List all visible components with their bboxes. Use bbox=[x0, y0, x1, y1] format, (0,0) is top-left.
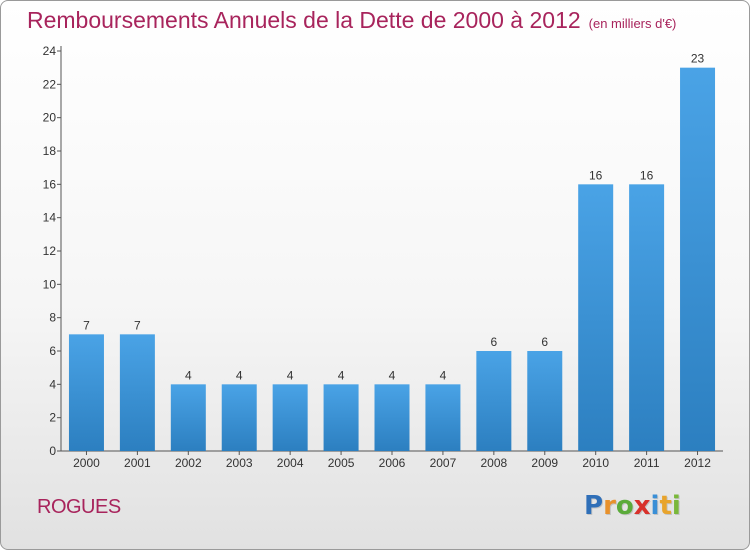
x-tick-label: 2004 bbox=[277, 456, 304, 470]
x-tick-label: 2002 bbox=[175, 456, 202, 470]
y-tick-label: 12 bbox=[43, 244, 57, 258]
bar-value-label: 4 bbox=[236, 368, 243, 382]
y-tick-label: 14 bbox=[43, 211, 57, 225]
bar bbox=[170, 384, 206, 451]
bar-value-label: 4 bbox=[338, 368, 345, 382]
bar bbox=[578, 184, 614, 452]
proxiti-logo[interactable]: Proxiti bbox=[584, 491, 681, 521]
bar-value-label: 6 bbox=[541, 335, 548, 349]
bar bbox=[221, 384, 257, 451]
x-tick-label: 2008 bbox=[480, 456, 507, 470]
logo-letter: i bbox=[650, 491, 660, 521]
x-tick-label: 2012 bbox=[684, 456, 711, 470]
bar-value-label: 6 bbox=[491, 335, 498, 349]
x-tick-label: 2003 bbox=[226, 456, 253, 470]
logo-letter: r bbox=[603, 491, 616, 521]
x-tick-label: 2009 bbox=[531, 456, 558, 470]
bar bbox=[272, 384, 308, 451]
bar-value-label: 4 bbox=[287, 368, 294, 382]
x-tick-label: 2005 bbox=[328, 456, 355, 470]
logo-letter: i bbox=[671, 491, 681, 521]
y-tick-label: 6 bbox=[49, 344, 56, 358]
x-tick-label: 2007 bbox=[430, 456, 457, 470]
x-tick-label: 2006 bbox=[379, 456, 406, 470]
bar bbox=[374, 384, 410, 451]
logo-letter: o bbox=[615, 491, 634, 521]
bar-value-label: 4 bbox=[389, 368, 396, 382]
title-text: Remboursements Annuels de la Dette de 20… bbox=[27, 7, 581, 33]
y-tick-label: 4 bbox=[49, 377, 56, 391]
bar-value-label: 4 bbox=[440, 368, 447, 382]
bar bbox=[323, 384, 359, 451]
x-tick-label: 2011 bbox=[634, 456, 660, 470]
bar bbox=[476, 351, 512, 451]
y-tick-label: 24 bbox=[43, 44, 57, 58]
logo-letter: P bbox=[584, 491, 604, 521]
y-tick-label: 20 bbox=[43, 111, 57, 125]
chart-subtitle: (en milliers d'€) bbox=[588, 16, 677, 31]
y-tick-label: 10 bbox=[43, 277, 57, 291]
bar-value-label: 7 bbox=[83, 318, 90, 332]
logo-letter: t bbox=[659, 491, 672, 521]
bar-value-label: 4 bbox=[185, 368, 192, 382]
bar bbox=[629, 184, 665, 452]
bar-value-label: 16 bbox=[640, 168, 654, 182]
bar-value-label: 23 bbox=[691, 52, 705, 66]
bar bbox=[425, 384, 461, 451]
bar bbox=[119, 334, 155, 451]
x-tick-label: 2001 bbox=[124, 456, 151, 470]
y-tick-label: 18 bbox=[43, 144, 57, 158]
y-tick-label: 16 bbox=[43, 177, 57, 191]
x-tick-label: 2000 bbox=[73, 456, 100, 470]
y-tick-label: 0 bbox=[49, 444, 56, 458]
bar-value-label: 7 bbox=[134, 318, 141, 332]
y-tick-label: 8 bbox=[49, 311, 56, 325]
town-name: ROGUES bbox=[37, 496, 121, 518]
bar bbox=[680, 67, 716, 452]
bar bbox=[68, 334, 104, 451]
bar-value-label: 16 bbox=[589, 168, 603, 182]
chart-title: Remboursements Annuels de la Dette de 20… bbox=[27, 7, 676, 34]
y-tick-label: 2 bbox=[49, 411, 56, 425]
bar bbox=[527, 351, 563, 451]
y-tick-label: 22 bbox=[43, 77, 57, 91]
x-tick-label: 2010 bbox=[582, 456, 609, 470]
logo-letter: x bbox=[633, 491, 651, 521]
